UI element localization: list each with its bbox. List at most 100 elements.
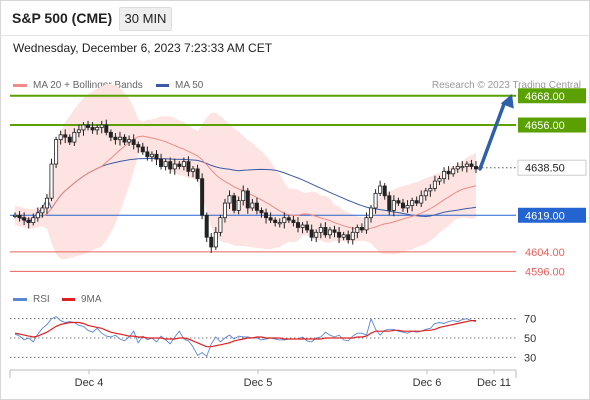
candle-body [200,178,205,216]
candle-body [245,190,250,209]
legend-rsi-label: RSI [33,294,50,305]
candle-body [31,217,36,223]
candle-body [405,205,410,209]
candle-body [359,227,364,231]
candle-body [373,192,378,209]
candle-body [81,124,86,131]
candle-body [168,161,173,170]
symbol-title: S&P 500 (CME) [12,10,113,26]
candle-body [369,207,374,219]
rsi-tick-70: 70 [524,314,536,326]
price-label-4638.50: 4638.50 [517,159,587,176]
candle-body [432,180,437,189]
candle-body [410,200,415,206]
x-label-2: Dec 6 [413,377,442,389]
ma20-swatch [13,84,27,87]
candle-body [469,163,474,167]
candle-body [131,139,136,145]
candle-body [337,231,342,238]
price-label-4596.00: 4596.00 [525,266,565,278]
candle-body [12,214,17,217]
price-label-4668.00: 4668.00 [518,88,586,104]
candle-body [473,166,478,170]
price-label-text: 4604.00 [525,247,565,259]
rsi-swatch [13,298,27,301]
candle-body [277,222,282,225]
price-label-box [518,88,586,104]
price-label-text: 4656.00 [525,120,565,132]
candle-body [99,124,104,128]
candle-body [355,227,360,233]
rsi-series-9ma [14,320,476,348]
candle-body [49,163,54,199]
candle-body [460,166,465,169]
candle-body [44,197,49,209]
candle-body [154,153,159,160]
candles-group [12,119,478,253]
candle-body [186,161,191,172]
candle-body [400,202,405,209]
price-label-text: 4638.50 [525,163,565,175]
candle-body [305,224,310,231]
legend-ma50-label: MA 50 [175,80,204,91]
candle-body [295,222,300,228]
price-label-text: 4668.00 [525,91,565,103]
candle-body [396,200,401,204]
chart-header: S&P 500 (CME) 30 MIN [0,0,590,34]
candle-body [442,170,447,180]
candle-body [300,224,305,228]
price-label-text: 4619.00 [525,210,565,222]
candle-body [346,234,351,241]
candle-body [327,229,332,236]
candle-body [149,153,154,158]
candle-body [250,202,255,209]
candle-body [387,195,392,211]
target-arrow-shaft [478,102,506,171]
timestamp: Wednesday, December 6, 2023 7:23:33 AM C… [13,41,273,55]
x-label-1: Dec 5 [244,377,273,389]
price-label-text: 4596.00 [525,266,565,278]
candle-body [63,134,68,138]
timeframe-button[interactable]: 30 MIN [119,7,172,31]
candle-body [391,200,396,211]
price-label-box [518,117,586,133]
credit-text: Research © 2023 Trading Central [431,80,581,91]
candle-body [455,166,460,170]
candle-body [437,178,442,182]
candle-body [86,124,91,128]
candle-body [140,146,145,153]
candle-body [286,217,291,221]
candle-body [423,190,428,197]
candle-body [419,195,424,204]
rsi-series-rsi [14,316,477,358]
candle-body [222,202,227,219]
candle-body [204,214,209,238]
candle-body [145,151,150,158]
candle-body [428,188,433,192]
candle-body [159,158,164,167]
candle-body [163,161,168,167]
legend-rsi: RSI [13,294,50,305]
candle-body [259,209,264,214]
candle-body [232,195,237,211]
candle-body [104,124,109,133]
candle-body [268,217,273,221]
candle-body [122,136,127,143]
candle-body [181,161,186,167]
bollinger-band [15,83,476,260]
candle-body [314,231,319,238]
candle-body [67,136,72,143]
candle-body [364,217,369,231]
candle-body [382,185,387,197]
candle-body [127,139,132,143]
candle-body [451,168,456,175]
legend-9ma: 9MA [62,294,102,305]
price-label-box [517,159,587,176]
ma50-swatch [156,84,169,87]
price-label-4656.00: 4656.00 [518,117,586,133]
candle-body [213,231,218,248]
candle-body [378,185,383,194]
candle-body [236,200,241,211]
ma20-line [14,135,477,230]
